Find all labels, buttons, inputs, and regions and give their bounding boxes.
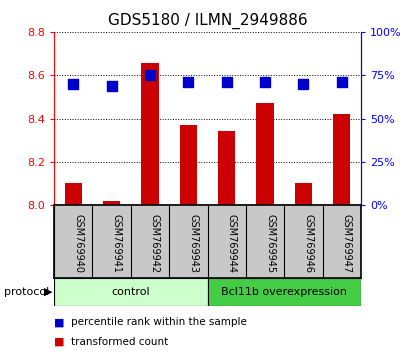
Text: GSM769944: GSM769944 [227, 214, 237, 273]
Text: GSM769945: GSM769945 [265, 214, 275, 273]
Text: percentile rank within the sample: percentile rank within the sample [71, 318, 247, 327]
Bar [141, 63, 159, 205]
Bar [54, 278, 208, 306]
Bar [208, 278, 361, 306]
Text: transformed count: transformed count [71, 337, 168, 347]
Bar [218, 131, 235, 205]
Point [339, 79, 345, 85]
Text: GSM769946: GSM769946 [303, 214, 313, 273]
Bar [180, 125, 197, 205]
Point [146, 72, 153, 78]
Bar [295, 183, 312, 205]
Bar [103, 201, 120, 205]
Bar [64, 183, 82, 205]
Point [300, 81, 307, 87]
Title: GDS5180 / ILMN_2949886: GDS5180 / ILMN_2949886 [107, 13, 308, 29]
Point [70, 81, 76, 87]
Text: GSM769940: GSM769940 [73, 214, 83, 273]
Text: control: control [111, 287, 150, 297]
Text: GSM769947: GSM769947 [342, 214, 352, 273]
Text: GSM769943: GSM769943 [188, 214, 198, 273]
Bar [256, 103, 274, 205]
Point [108, 83, 115, 88]
Text: protocol: protocol [4, 287, 49, 297]
Bar [333, 114, 351, 205]
Point [185, 79, 192, 85]
Text: ▶: ▶ [44, 287, 52, 297]
Text: GSM769941: GSM769941 [112, 214, 122, 273]
Text: Bcl11b overexpression: Bcl11b overexpression [221, 287, 347, 297]
Text: ■: ■ [54, 337, 64, 347]
Point [262, 79, 269, 85]
Text: ■: ■ [54, 318, 64, 327]
Point [223, 79, 230, 85]
Text: GSM769942: GSM769942 [150, 214, 160, 273]
